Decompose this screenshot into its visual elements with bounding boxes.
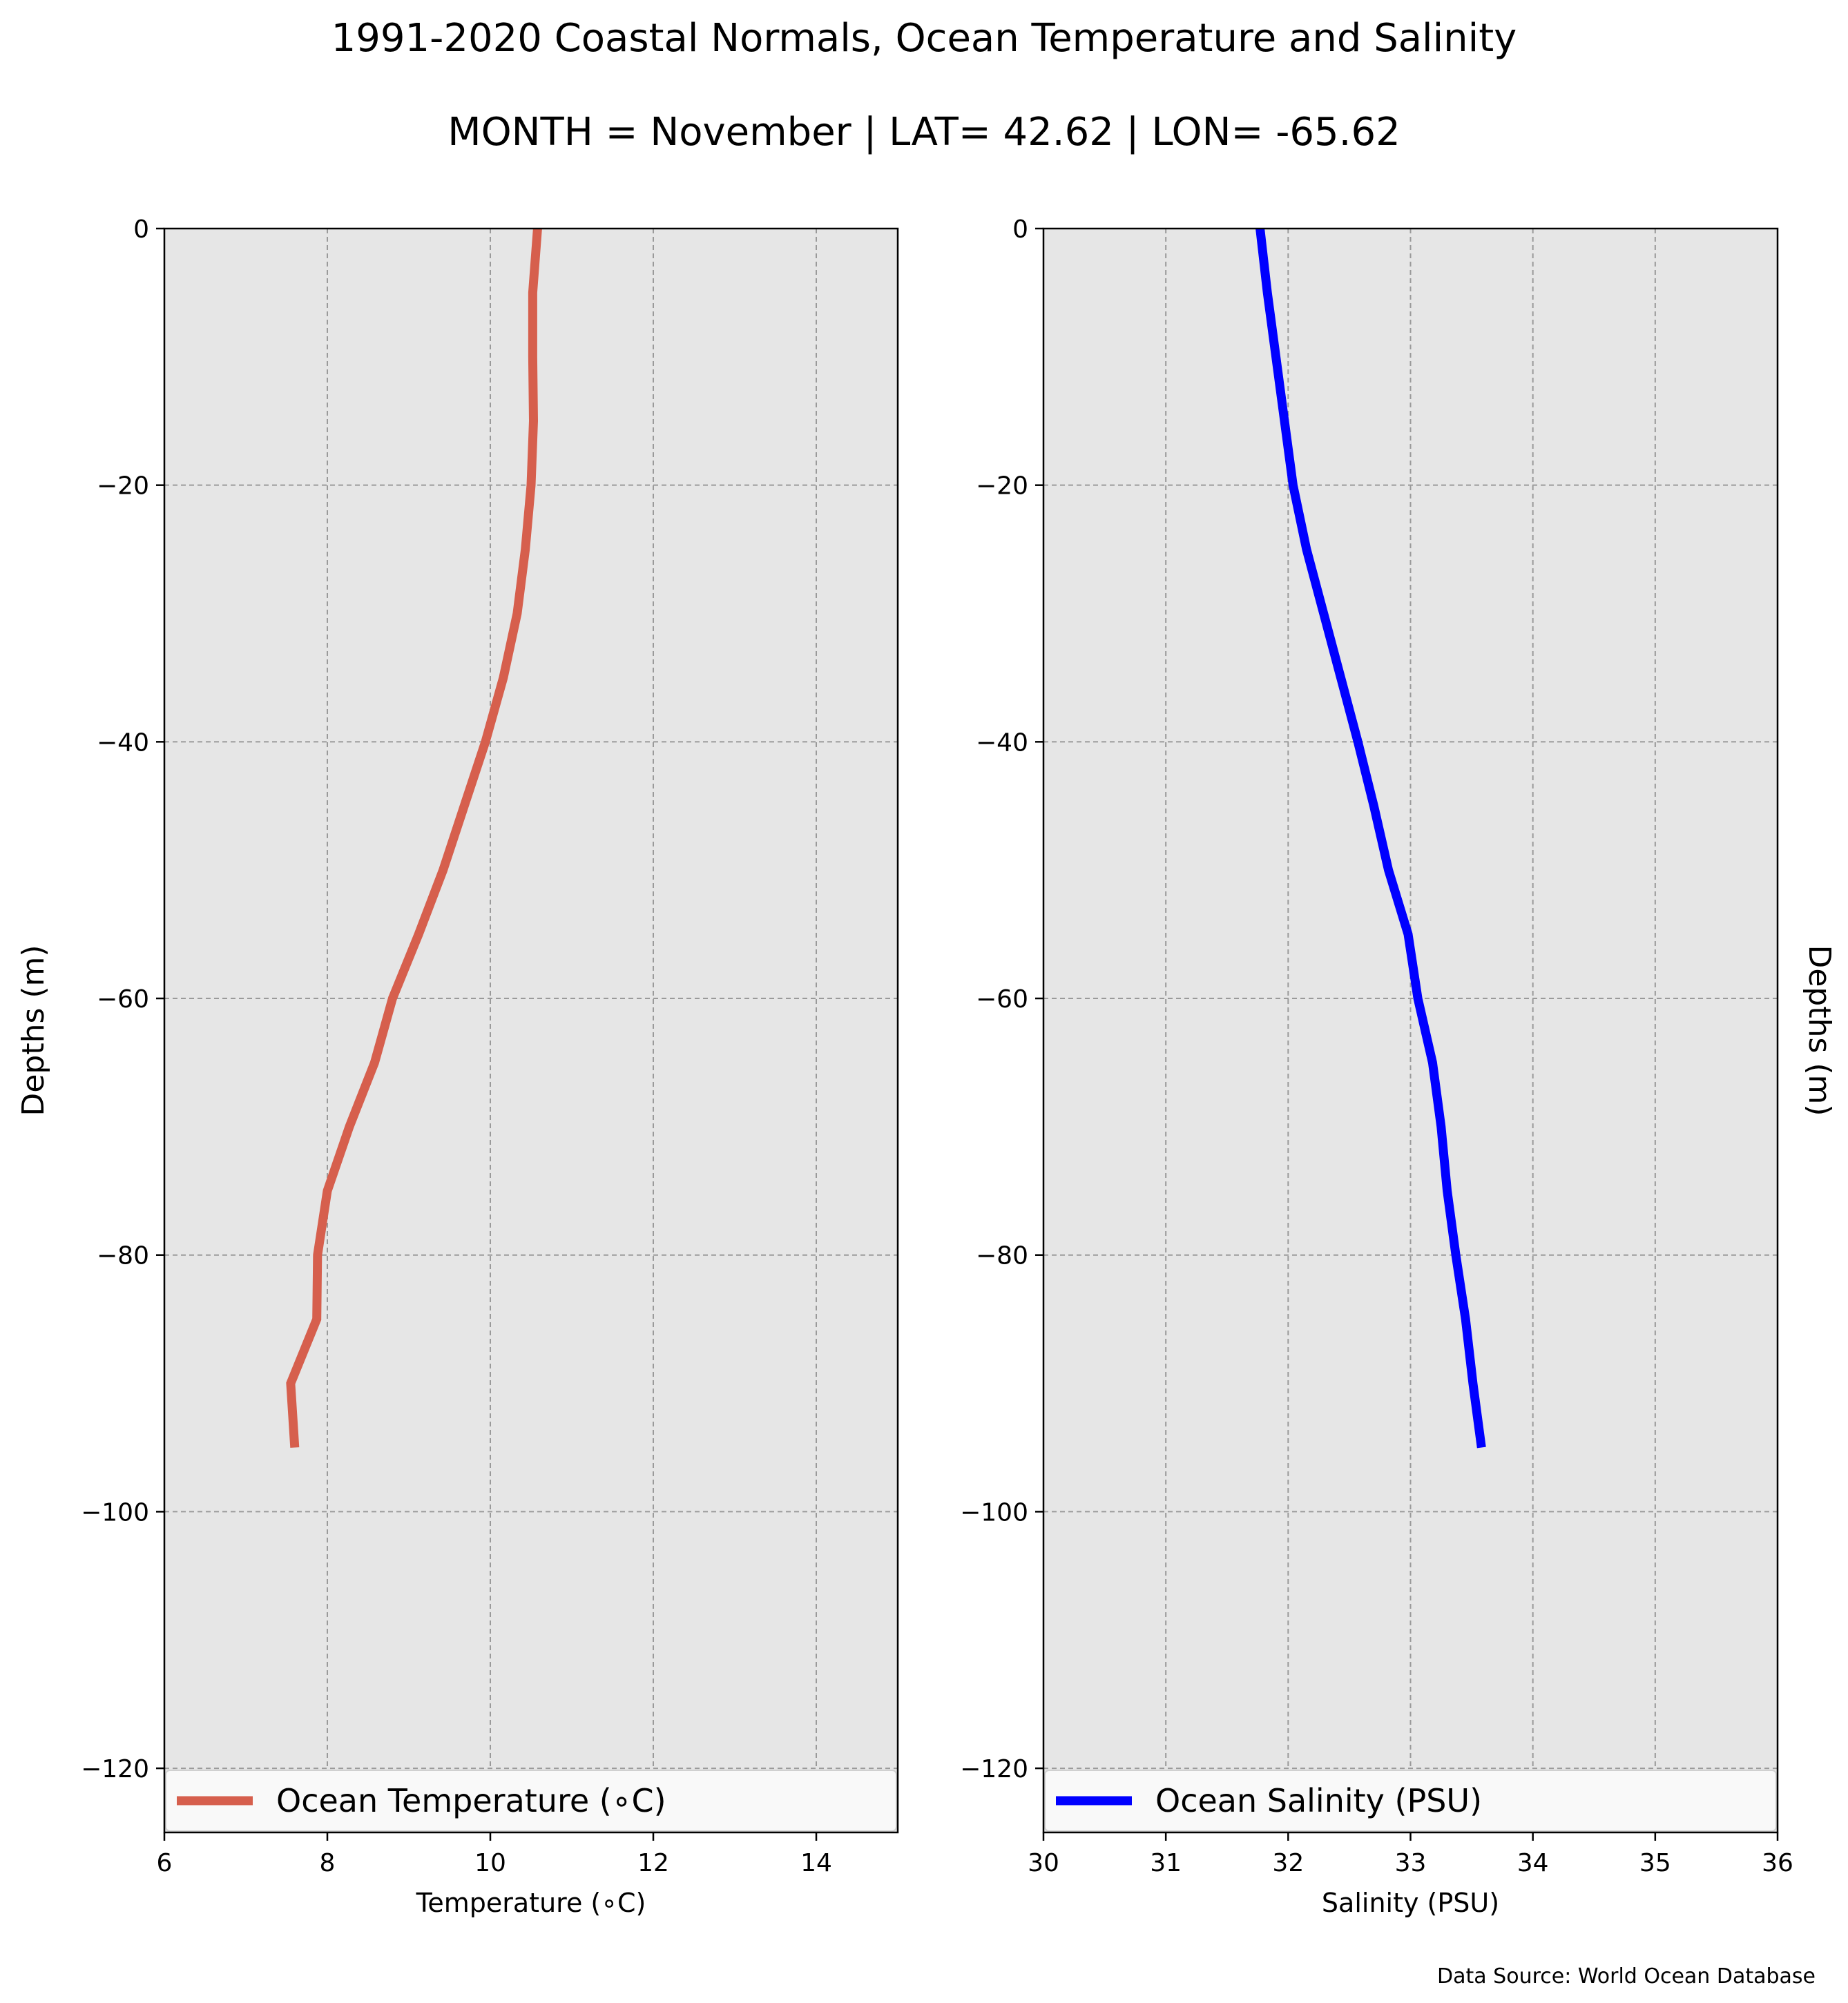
salinity-legend-label: Ocean Salinity (PSU) xyxy=(1155,1782,1482,1819)
salinity-legend-box xyxy=(1044,1770,1777,1832)
temperature-y-tick-label: −40 xyxy=(97,728,149,757)
temperature-x-tick-label: 14 xyxy=(800,1849,832,1877)
salinity-y-tick-label: −20 xyxy=(976,472,1028,501)
salinity-y-axis-label: Depths (m) xyxy=(1802,945,1837,1116)
data-source-note: Data Source: World Ocean Database xyxy=(1437,1964,1816,1989)
temperature-axes-frame xyxy=(163,227,899,1834)
salinity-x-tick-label: 33 xyxy=(1395,1849,1427,1877)
salinity-x-tick-label: 36 xyxy=(1762,1849,1793,1877)
salinity-series-line xyxy=(1255,228,1486,1449)
temperature-legend-box xyxy=(165,1770,897,1832)
temperature-x-axis-label: Temperature (∘C) xyxy=(416,1888,646,1918)
temperature-x-tick-label: 8 xyxy=(320,1849,336,1877)
temperature-y-axis-label: Depths (m) xyxy=(16,945,51,1116)
temperature-y-tick-label: −120 xyxy=(81,1755,149,1783)
salinity-x-tick-label: 30 xyxy=(1028,1849,1059,1877)
salinity-x-axis-label: Salinity (PSU) xyxy=(1322,1888,1499,1918)
temperature-x-tick-label: 6 xyxy=(157,1849,173,1877)
temperature-y-tick-label: −80 xyxy=(97,1242,149,1270)
salinity-x-tick-label: 34 xyxy=(1517,1849,1549,1877)
temperature-y-tick-label: −60 xyxy=(97,985,149,1014)
salinity-y-tick-label: −60 xyxy=(976,985,1028,1014)
salinity-y-tick-label: −100 xyxy=(960,1498,1028,1527)
figure-title: 1991-2020 Coastal Normals, Ocean Tempera… xyxy=(331,16,1517,61)
temperature-x-tick-label: 10 xyxy=(474,1849,506,1877)
temperature-series-line xyxy=(286,228,542,1448)
salinity-y-tick-label: −40 xyxy=(976,728,1028,757)
temperature-x-tick-label: 12 xyxy=(637,1849,669,1877)
salinity-y-tick-label: 0 xyxy=(1012,215,1028,244)
temperature-y-tick-label: −20 xyxy=(97,472,149,501)
figure-subtitle: MONTH = November | LAT= 42.62 | LON= -65… xyxy=(447,110,1401,155)
salinity-x-tick-label: 31 xyxy=(1150,1849,1182,1877)
salinity-x-tick-label: 35 xyxy=(1639,1849,1671,1877)
temperature-legend-label: Ocean Temperature (∘C) xyxy=(276,1782,666,1819)
temperature-panel: Ocean Temperature (∘C) 6 8 10 12 14 0 −20 −40 −60… xyxy=(16,215,899,1918)
temperature-y-tick-label: −100 xyxy=(81,1498,149,1527)
salinity-y-tick-label: −80 xyxy=(976,1242,1028,1270)
salinity-x-tick-label: 32 xyxy=(1272,1849,1304,1877)
salinity-y-tick-label: −120 xyxy=(960,1755,1028,1783)
temperature-y-tick-label: 0 xyxy=(133,215,149,244)
salinity-panel: Ocean Salinity (PSU) 30 31 32 33 34 35 36 0 −20 −4… xyxy=(960,215,1837,1918)
